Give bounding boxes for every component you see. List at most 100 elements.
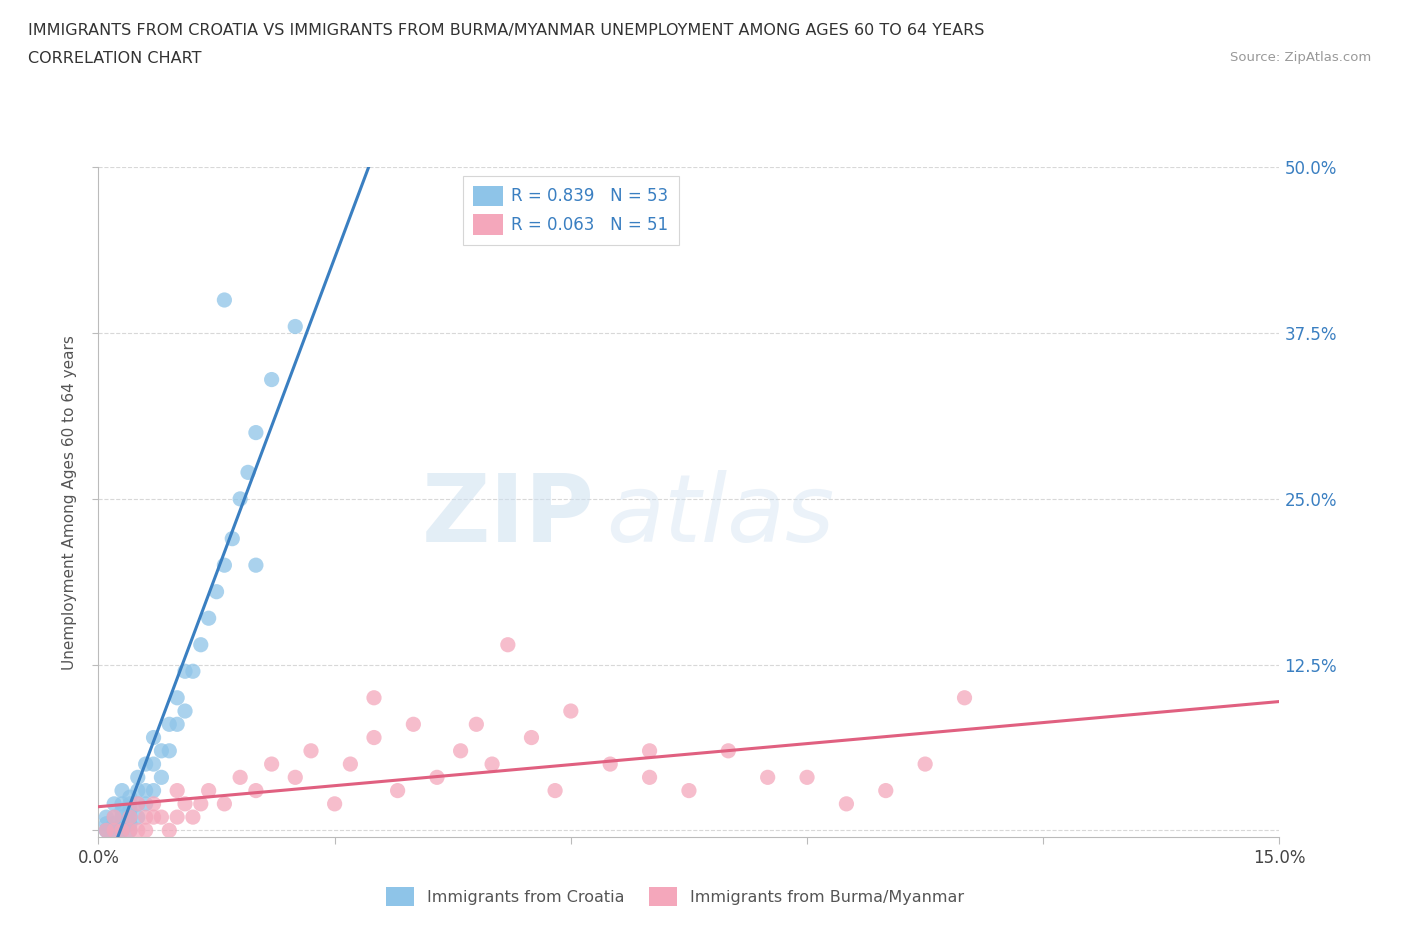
Point (174, 796, 197, 811)
Point (260, 372, 283, 387)
Text: CORRELATION CHART: CORRELATION CHART (28, 51, 201, 66)
Point (127, 783, 149, 798)
Point (339, 757, 361, 772)
Point (402, 717, 425, 732)
Point (103, 810, 125, 825)
Text: Source: ZipAtlas.com: Source: ZipAtlas.com (1230, 51, 1371, 64)
Point (150, 810, 173, 825)
Point (118, 823, 141, 838)
Point (118, 803, 141, 817)
Point (150, 770, 173, 785)
Point (678, 783, 700, 798)
Point (127, 770, 149, 785)
Point (450, 743, 472, 758)
Point (756, 770, 779, 785)
Point (245, 558, 267, 573)
Text: ZIP: ZIP (422, 470, 595, 562)
Point (111, 823, 134, 838)
Point (96, 823, 118, 838)
Point (111, 796, 134, 811)
Point (953, 690, 976, 705)
Point (111, 803, 134, 817)
Point (520, 730, 543, 745)
Point (174, 704, 197, 719)
Point (835, 796, 858, 811)
Point (103, 817, 125, 831)
Point (157, 823, 180, 838)
Point (103, 823, 125, 838)
Point (118, 790, 141, 804)
Text: atlas: atlas (606, 470, 835, 561)
Point (214, 558, 236, 573)
Point (111, 823, 134, 838)
Point (127, 810, 149, 825)
Point (796, 770, 818, 785)
Point (157, 743, 180, 758)
Point (496, 637, 519, 652)
Point (638, 743, 661, 758)
Point (118, 823, 141, 838)
Y-axis label: Unemployment Among Ages 60 to 64 years: Unemployment Among Ages 60 to 64 years (62, 335, 77, 670)
Point (181, 810, 204, 825)
Point (299, 743, 322, 758)
Point (135, 810, 157, 825)
Point (875, 783, 897, 798)
Point (135, 757, 157, 772)
Point (166, 810, 188, 825)
Point (142, 796, 165, 811)
Point (142, 730, 165, 745)
Legend: Immigrants from Croatia, Immigrants from Burma/Myanmar: Immigrants from Croatia, Immigrants from… (380, 881, 970, 912)
Point (181, 664, 204, 679)
Point (111, 817, 134, 831)
Point (142, 757, 165, 772)
Point (717, 743, 740, 758)
Point (111, 823, 134, 838)
Legend: R = 0.839   N = 53, R = 0.063   N = 51: R = 0.839 N = 53, R = 0.063 N = 51 (463, 176, 679, 245)
Point (103, 810, 125, 825)
Text: IMMIGRANTS FROM CROATIA VS IMMIGRANTS FROM BURMA/MYANMAR UNEMPLOYMENT AMONG AGES: IMMIGRANTS FROM CROATIA VS IMMIGRANTS FR… (28, 23, 984, 38)
Point (214, 293, 236, 308)
Point (142, 783, 165, 798)
Point (127, 796, 149, 811)
Point (245, 425, 267, 440)
Point (150, 743, 173, 758)
Point (245, 783, 267, 798)
Point (96, 810, 118, 825)
Point (387, 783, 409, 798)
Point (205, 584, 228, 599)
Point (166, 717, 188, 732)
Point (135, 823, 157, 838)
Point (481, 757, 503, 772)
Point (96, 817, 118, 831)
Point (560, 704, 582, 719)
Point (142, 810, 165, 825)
Point (118, 810, 141, 825)
Point (229, 770, 252, 785)
Point (103, 796, 125, 811)
Point (96, 823, 118, 838)
Point (111, 810, 134, 825)
Point (103, 823, 125, 838)
Point (426, 770, 449, 785)
Point (363, 730, 385, 745)
Point (111, 783, 134, 798)
Point (260, 757, 283, 772)
Point (197, 611, 219, 626)
Point (638, 770, 661, 785)
Point (127, 796, 149, 811)
Point (157, 717, 180, 732)
Point (96, 823, 118, 838)
Point (135, 783, 157, 798)
Point (323, 796, 346, 811)
Point (214, 796, 236, 811)
Point (221, 531, 243, 546)
Point (166, 783, 188, 798)
Point (197, 783, 219, 798)
Point (166, 690, 188, 705)
Point (599, 757, 621, 772)
Point (118, 810, 141, 825)
Point (103, 823, 125, 838)
Point (465, 717, 488, 732)
Point (914, 757, 936, 772)
Point (135, 796, 157, 811)
